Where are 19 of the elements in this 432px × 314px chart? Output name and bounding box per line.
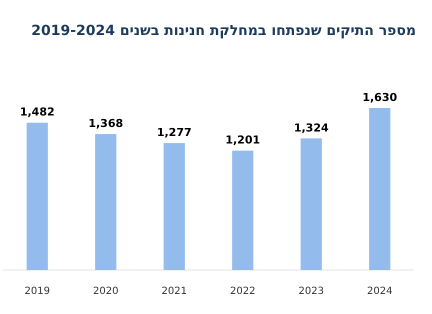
bar: [26, 122, 48, 270]
data-label: 1,368: [88, 117, 124, 130]
x-tick-label: 2022: [230, 286, 256, 297]
bar: [95, 134, 116, 270]
x-tick-label: 2019: [24, 286, 50, 297]
x-tick-label: 2020: [93, 286, 118, 297]
data-label: 1,630: [362, 91, 398, 104]
chart-title: מספר התיקים שנפתחו במחלקת חנינות בשנים 2019-2024: [31, 23, 416, 39]
bar: [164, 143, 185, 270]
x-tick-label: 2024: [367, 286, 392, 297]
bar: [369, 108, 390, 270]
data-label: 1,277: [156, 126, 192, 140]
data-label: 1,482: [20, 106, 55, 119]
x-tick-label: 2023: [298, 286, 324, 297]
bar: [300, 138, 322, 270]
data-label: 1,324: [294, 121, 329, 134]
bar: [232, 150, 254, 270]
data-label: 1,201: [225, 134, 260, 147]
x-tick-label: 2021: [162, 286, 187, 297]
